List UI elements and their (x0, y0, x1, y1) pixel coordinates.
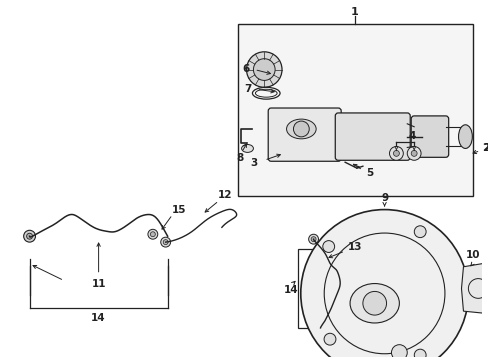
Circle shape (150, 232, 155, 237)
Text: 5: 5 (366, 168, 373, 178)
Circle shape (253, 59, 275, 80)
Text: 7: 7 (244, 84, 251, 94)
Circle shape (413, 349, 425, 360)
Polygon shape (461, 262, 488, 314)
Text: 10: 10 (465, 250, 480, 260)
Ellipse shape (349, 284, 399, 323)
Circle shape (322, 240, 334, 252)
Circle shape (246, 52, 282, 87)
Circle shape (161, 237, 170, 247)
Circle shape (293, 121, 308, 137)
Text: 2: 2 (472, 143, 488, 154)
Circle shape (407, 147, 420, 160)
Circle shape (315, 325, 325, 335)
Text: 14: 14 (91, 313, 106, 323)
Circle shape (300, 210, 468, 360)
FancyBboxPatch shape (268, 108, 341, 161)
Text: 6: 6 (242, 64, 249, 73)
Text: 1: 1 (350, 7, 358, 17)
Text: 8: 8 (236, 153, 243, 163)
Ellipse shape (286, 119, 316, 139)
Text: 13: 13 (347, 242, 362, 252)
Text: 2: 2 (482, 143, 488, 153)
Circle shape (310, 237, 315, 242)
Circle shape (318, 328, 322, 332)
Text: 14: 14 (283, 285, 298, 296)
Circle shape (23, 230, 36, 242)
Circle shape (362, 292, 386, 315)
Text: 11: 11 (91, 279, 105, 289)
Ellipse shape (241, 144, 253, 152)
Text: 9: 9 (380, 193, 387, 203)
Bar (237, 24, 472, 196)
Circle shape (308, 234, 318, 244)
FancyBboxPatch shape (410, 116, 448, 157)
Circle shape (163, 240, 168, 244)
Circle shape (410, 150, 416, 156)
Text: 3: 3 (250, 158, 258, 168)
Text: 12: 12 (217, 190, 232, 200)
Text: 15: 15 (172, 204, 186, 215)
Circle shape (147, 229, 158, 239)
FancyBboxPatch shape (335, 113, 409, 160)
Circle shape (413, 226, 425, 238)
Circle shape (391, 345, 407, 360)
Circle shape (389, 147, 403, 160)
Text: 4: 4 (407, 131, 415, 141)
Bar (297, 249, 325, 328)
Circle shape (324, 333, 335, 345)
Ellipse shape (458, 125, 471, 148)
Circle shape (393, 150, 399, 156)
Circle shape (26, 233, 33, 239)
